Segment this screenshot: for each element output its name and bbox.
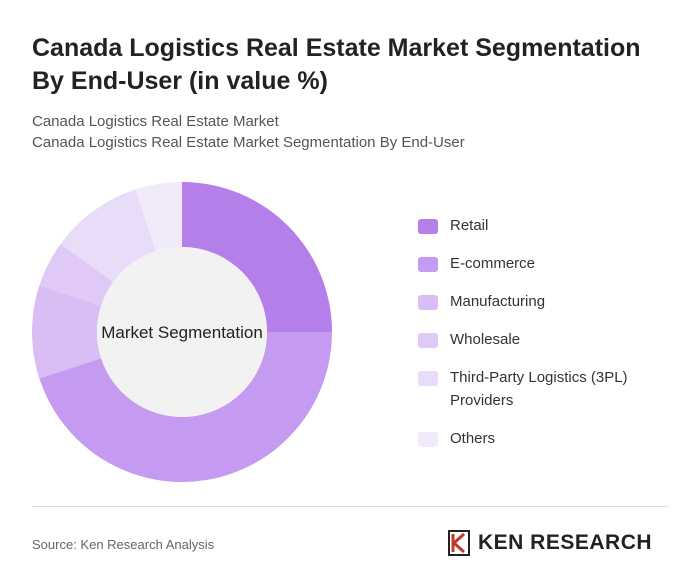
legend-label: Manufacturing: [450, 293, 546, 310]
legend-item: Third-Party Logistics (3PL) Providers: [418, 366, 668, 412]
legend-item: Manufacturing: [418, 290, 668, 313]
legend-label: E-commerce: [450, 255, 536, 272]
subtitle: Canada Logistics Real Estate Market: [32, 113, 279, 130]
legend-item: E-commerce: [418, 252, 668, 275]
subtitle: Canada Logistics Real Estate Market Segm…: [32, 134, 465, 151]
legend-label: Wholesale: [450, 331, 521, 348]
legend-swatch: [418, 333, 438, 348]
legend-item: Retail: [418, 214, 668, 237]
legend-label: Third-Party Logistics (3PL) Providers: [450, 369, 628, 409]
divider: [32, 506, 668, 507]
donut-segment: [135, 182, 182, 252]
logo-icon: [448, 530, 470, 556]
donut-segment: [182, 182, 332, 332]
legend-item: Others: [418, 427, 668, 450]
donut-segment: [32, 285, 102, 379]
donut-segment: [39, 332, 332, 482]
donut-segment: [60, 189, 156, 283]
legend: Retail E-commerce Manufacturing Wholesale Th…: [418, 214, 668, 465]
donut-hole: [97, 247, 267, 417]
legend-swatch: [418, 219, 438, 234]
legend-label: Others: [450, 430, 496, 447]
logo-text: KEN RESEARCH: [478, 531, 653, 554]
center-label: Market Segmentation: [101, 323, 263, 342]
legend-item: Wholesale: [418, 328, 668, 351]
legend-swatch: [418, 257, 438, 272]
donut-segment: [39, 243, 114, 306]
logo: KEN RESEARCH: [448, 530, 652, 556]
source: Source: Ken Research Analysis: [32, 537, 215, 552]
chart-title: Canada Logistics Real Estate Market Segm…: [32, 34, 641, 95]
legend-swatch: [418, 371, 438, 386]
legend-swatch: [418, 295, 438, 310]
legend-swatch: [418, 432, 438, 447]
legend-label: Retail: [450, 217, 489, 234]
